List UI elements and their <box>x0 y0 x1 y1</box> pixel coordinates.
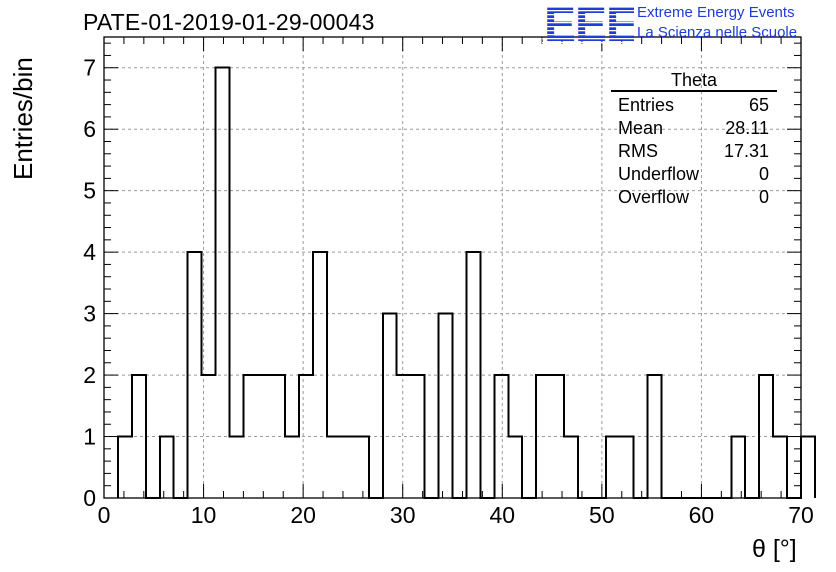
histogram-bin <box>564 437 578 498</box>
histogram-bin <box>132 375 146 498</box>
stats-row: RMS 17.31 <box>611 140 777 163</box>
stats-title: Theta <box>670 70 718 90</box>
x-tick-label: 20 <box>290 502 316 528</box>
logo-line-2: La Scienza nelle Scuole <box>637 24 798 41</box>
logo-line-1: Extreme Energy Events <box>637 4 795 21</box>
x-tick-label: 40 <box>489 502 515 528</box>
y-tick-label: 3 <box>83 301 96 327</box>
stats-row: Mean 28.11 <box>611 117 777 140</box>
stats-value: 65 <box>748 95 769 115</box>
y-tick-label: 0 <box>83 485 96 511</box>
y-tick-label: 5 <box>83 178 96 204</box>
logo-stripe <box>542 10 634 12</box>
logo-stripe <box>542 34 634 36</box>
x-axis-label: θ [°] <box>752 535 797 563</box>
histogram-bin <box>257 375 271 498</box>
y-tick-label: 7 <box>83 55 96 81</box>
histogram-bin <box>606 437 620 498</box>
histogram-bin <box>801 437 815 498</box>
histogram-bin <box>773 437 787 498</box>
histogram-bin <box>299 375 313 498</box>
stats-box: Theta Entries 65 Mean 28.11 RMS 17.31 Un… <box>611 70 777 209</box>
logo-stripe <box>542 42 634 44</box>
histogram-bin <box>160 437 174 498</box>
x-tick-label: 70 <box>788 502 814 528</box>
histogram-bin <box>229 437 243 498</box>
stats-value: 17.31 <box>723 141 769 161</box>
logo-stripe <box>542 14 634 16</box>
histogram-bin <box>327 437 341 498</box>
stats-label: Entries <box>618 95 675 115</box>
x-tick-label: 60 <box>689 502 715 528</box>
logo-stripe <box>542 18 634 20</box>
y-axis-label: Entries/bin <box>8 57 38 180</box>
histogram-bin <box>620 437 634 498</box>
stats-row: Underflow 0 <box>611 163 777 186</box>
eee-logo: EEE Extreme Energy Events La Scienza nel… <box>542 0 797 52</box>
logo-stripe <box>542 22 634 24</box>
eee-logo-mark: EEE <box>542 0 638 52</box>
histogram-bin <box>216 68 230 498</box>
stats-label: Overflow <box>618 187 690 207</box>
plot-title: PATE-01-2019-01-29-00043 <box>83 9 375 35</box>
logo-stripe <box>542 26 634 28</box>
histogram-bin <box>355 437 369 498</box>
histogram-bin <box>439 314 453 498</box>
stats-label: Mean <box>618 118 664 138</box>
histogram-bin <box>285 437 299 498</box>
stats-value: 0 <box>758 187 769 207</box>
y-tick-label: 6 <box>83 116 96 142</box>
plot-frame <box>103 36 802 499</box>
stats-value: 0 <box>758 164 769 184</box>
stats-label: RMS <box>618 141 658 161</box>
y-tick-label: 1 <box>83 424 96 450</box>
histogram-bin <box>118 437 132 498</box>
stats-divider <box>611 90 777 92</box>
stats-value: 28.11 <box>725 118 769 138</box>
logo-stripe <box>542 30 634 32</box>
y-tick-label: 4 <box>83 239 96 265</box>
histogram-bin <box>341 437 355 498</box>
x-tick-label: 30 <box>390 502 416 528</box>
stats-row: Entries 65 <box>611 94 777 117</box>
y-tick-label: 2 <box>83 362 96 388</box>
x-tick-label: 50 <box>589 502 615 528</box>
x-tick-label: 10 <box>191 502 217 528</box>
logo-stripe <box>542 38 634 40</box>
histogram-bin <box>508 437 522 498</box>
histogram-bin <box>731 437 745 498</box>
histogram-bin <box>383 314 397 498</box>
logo-stripe <box>542 6 634 8</box>
stats-label: Underflow <box>618 164 700 184</box>
x-tick-label: 0 <box>98 502 111 528</box>
stats-row: Overflow 0 <box>611 186 777 209</box>
histogram-bin <box>648 375 662 498</box>
